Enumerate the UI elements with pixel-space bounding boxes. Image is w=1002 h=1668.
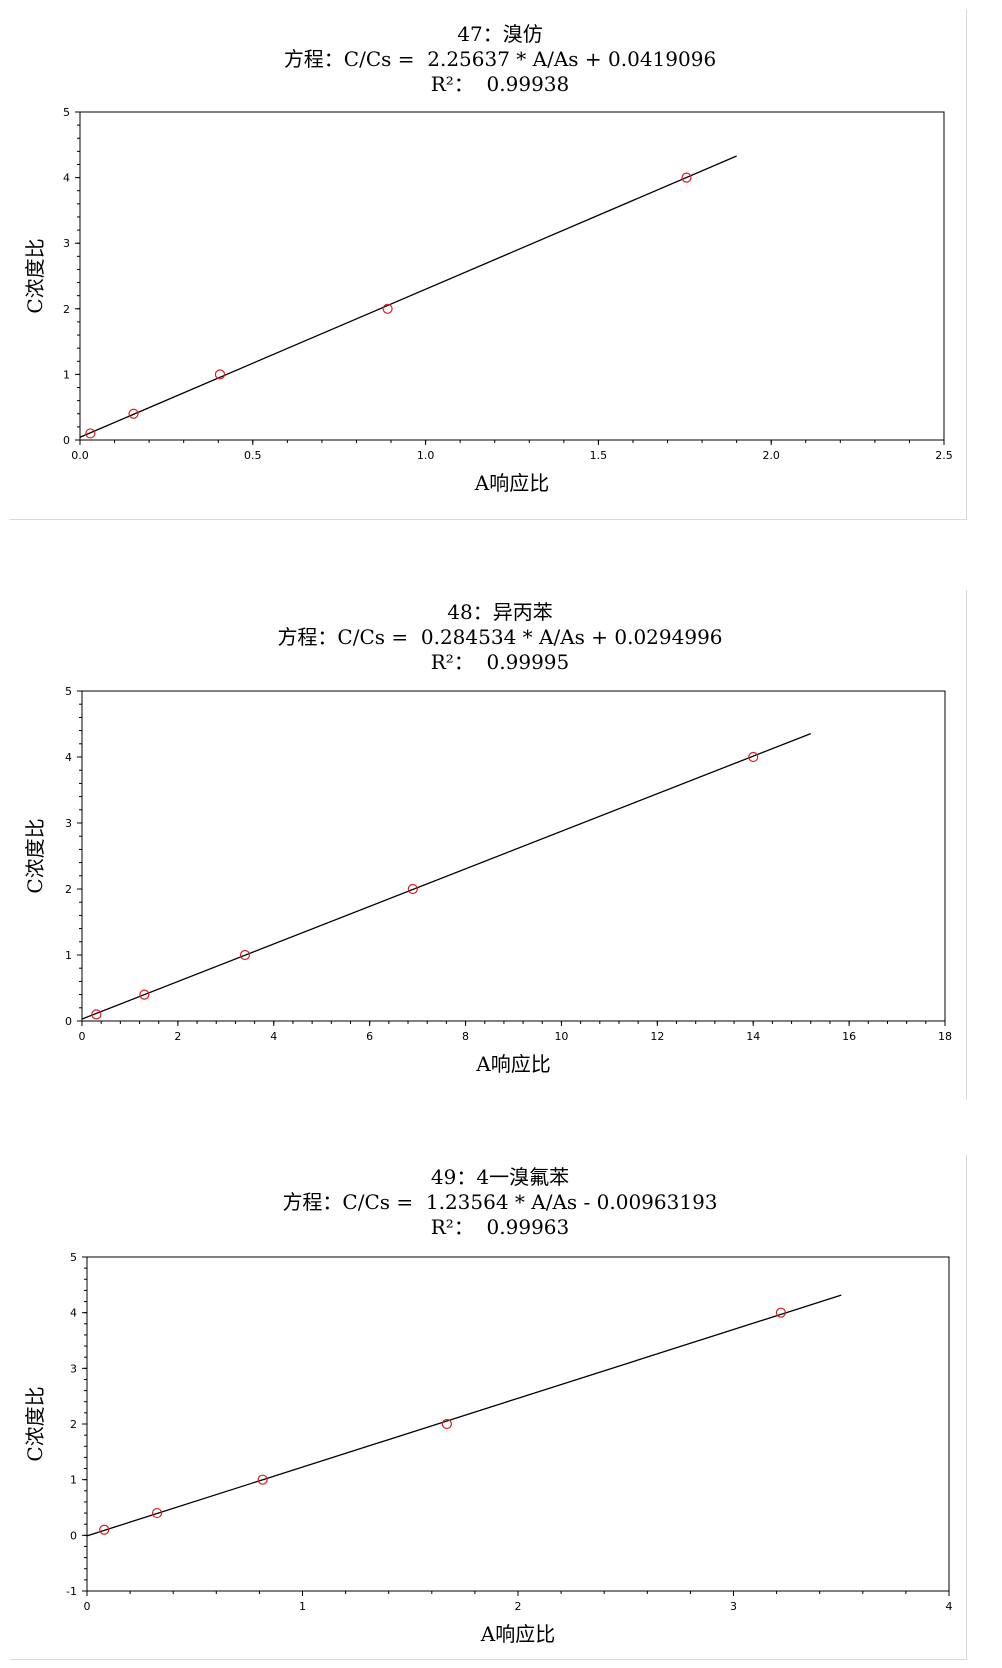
y-tick-label: 1 [65, 949, 72, 962]
y-axis-label: C浓度比 [23, 1386, 47, 1461]
y-tick-label: 4 [63, 172, 70, 185]
y-tick-label: 2 [63, 303, 70, 316]
x-tick-label: 14 [746, 1030, 760, 1043]
chart-title: 49：4一溴氟苯 [430, 1165, 570, 1189]
y-tick-label: 3 [63, 237, 70, 250]
chart-equation: 方程：C/Cs = 2.25637 * A/As + 0.0419096 [283, 47, 717, 71]
chart-r2: R²： 0.99938 [430, 72, 570, 96]
chart-title-block: 49：4一溴氟苯 方程：C/Cs = 1.23564 * A/As - 0.00… [50, 1165, 950, 1240]
data-point [128, 408, 139, 419]
x-tick-label: 8 [462, 1030, 469, 1043]
y-tick-label: 4 [65, 751, 72, 764]
chart-title: 47：溴仿 [457, 22, 543, 46]
chart-panel-47: 47：溴仿 方程：C/Cs = 2.25637 * A/As + 0.04190… [0, 0, 968, 520]
x-tick-label: 4 [270, 1030, 277, 1043]
plot-frame [81, 690, 946, 1022]
x-tick-label: 18 [938, 1030, 952, 1043]
data-point [85, 428, 96, 439]
y-tick-label: 2 [70, 1418, 77, 1431]
y-tick-label: 5 [70, 1251, 77, 1264]
x-tick-label: 10 [554, 1030, 568, 1043]
x-tick-label: 4 [946, 1600, 953, 1613]
y-tick-label: 3 [65, 817, 72, 830]
data-point [681, 172, 692, 183]
data-point [99, 1524, 110, 1535]
panel-divider [966, 10, 967, 520]
x-tick-label: 2.5 [935, 449, 953, 462]
fit-line [81, 733, 811, 1020]
chart-panel-49: 49：4一溴氟苯 方程：C/Cs = 1.23564 * A/As - 0.00… [0, 1150, 968, 1668]
x-tick-label: 0 [79, 1030, 86, 1043]
chart-title-block: 48：异丙苯 方程：C/Cs = 0.284534 * A/As + 0.029… [50, 600, 950, 675]
y-tick-label: 2 [65, 883, 72, 896]
y-tick-label: -1 [66, 1585, 77, 1598]
x-axis-label: A响应比 [475, 1052, 550, 1076]
x-tick-label: 6 [366, 1030, 373, 1043]
x-tick-label: 0.0 [71, 449, 89, 462]
data-point [239, 949, 251, 961]
data-point [214, 369, 226, 380]
y-tick-label: 1 [70, 1474, 77, 1487]
chart-title-block: 47：溴仿 方程：C/Cs = 2.25637 * A/As + 0.04190… [50, 22, 950, 97]
panel-divider [966, 1155, 967, 1660]
data-point [407, 883, 418, 895]
fit-line [86, 1294, 842, 1537]
x-tick-label: 1.0 [417, 449, 435, 462]
x-tick-label: 3 [730, 1600, 737, 1613]
x-tick-label: 1.5 [590, 449, 608, 462]
data-point [257, 1474, 268, 1485]
x-tick-label: 1 [299, 1600, 306, 1613]
y-axis-label: C浓度比 [23, 238, 47, 313]
y-tick-label: 0 [65, 1015, 72, 1028]
data-point [151, 1507, 163, 1519]
x-tick-label: 0 [84, 1600, 91, 1613]
x-tick-label: 2 [174, 1030, 181, 1043]
chart-r2: R²： 0.99995 [430, 650, 570, 674]
y-axis-label: C浓度比 [23, 818, 47, 893]
y-tick-label: 5 [63, 106, 70, 119]
plot-frame [79, 111, 945, 441]
y-tick-label: 5 [65, 685, 72, 698]
panel-divider [10, 519, 966, 520]
chart-panel-48: 48：异丙苯 方程：C/Cs = 0.284534 * A/As + 0.029… [0, 585, 968, 1100]
data-point [91, 1009, 102, 1020]
x-tick-label: 16 [842, 1030, 856, 1043]
data-point [775, 1307, 787, 1318]
calibration-chart: 0 1 2 3 4 -1 0 1 2 3 4 5 A响应比 C浓度比 [23, 1251, 953, 1646]
x-tick-label: 2 [515, 1600, 522, 1613]
plot-frame [86, 1256, 950, 1592]
chart-r2: R²： 0.99963 [430, 1215, 570, 1239]
panel-divider [10, 1659, 966, 1660]
data-point [139, 989, 150, 1000]
y-tick-label: 0 [70, 1529, 77, 1542]
fit-line [79, 155, 737, 438]
panel-divider [966, 590, 967, 1100]
y-tick-label: 4 [70, 1307, 77, 1320]
data-point [748, 751, 759, 763]
chart-equation: 方程：C/Cs = 0.284534 * A/As + 0.0294996 [277, 625, 723, 649]
x-axis-label: A响应比 [474, 471, 549, 495]
y-tick-label: 0 [63, 434, 70, 447]
chart-equation: 方程：C/Cs = 1.23564 * A/As - 0.00963193 [282, 1190, 718, 1214]
x-tick-label: 12 [650, 1030, 664, 1043]
y-tick-label: 1 [63, 368, 70, 381]
data-point [441, 1418, 452, 1430]
chart-title: 48：异丙苯 [447, 600, 553, 624]
x-axis-label: A响应比 [480, 1622, 555, 1646]
data-point [382, 303, 393, 314]
x-tick-label: 0.5 [244, 449, 262, 462]
x-tick-label: 2.0 [762, 449, 780, 462]
y-tick-label: 3 [70, 1362, 77, 1375]
calibration-chart: 0.0 0.5 1.0 1.5 2.0 2.5 0 1 2 3 4 5 A响应比 C浓度比 [23, 106, 953, 495]
